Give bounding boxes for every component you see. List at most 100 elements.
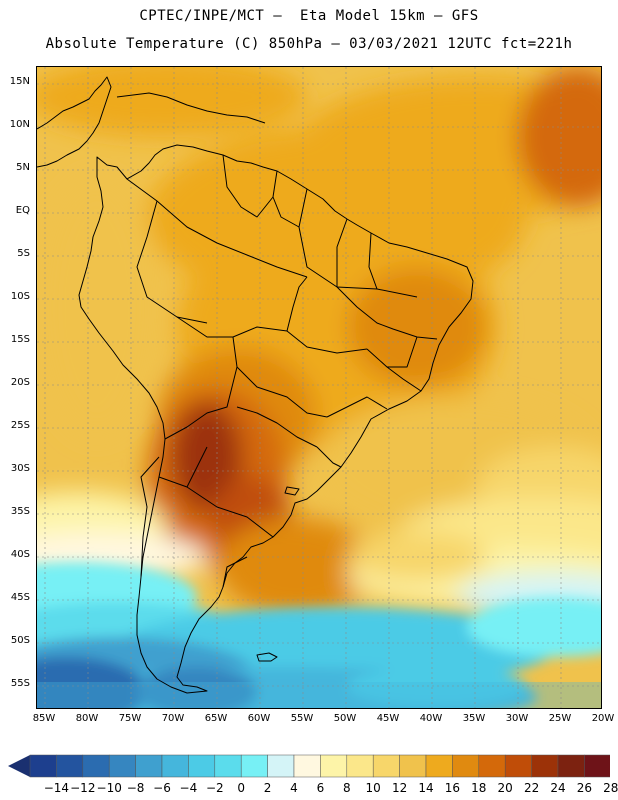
border-q xyxy=(368,232,378,290)
legend-swatch xyxy=(108,754,136,778)
border-e xyxy=(232,336,328,418)
legend-swatch xyxy=(531,754,559,778)
legend-level-label: 6 xyxy=(316,781,325,795)
central-america-coastline xyxy=(37,76,112,168)
legend-swatch xyxy=(399,754,427,778)
border-t xyxy=(140,456,160,578)
lagoon xyxy=(284,486,300,496)
lon-label: 80W xyxy=(75,713,99,724)
border-c xyxy=(298,188,418,298)
border-d xyxy=(176,316,368,354)
falkland-islands xyxy=(256,652,278,662)
lat-label: 30S xyxy=(10,463,30,474)
lat-label: 5S xyxy=(17,248,30,259)
chart-title-line1: CPTEC/INPE/MCT – Eta Model 15km – GFS xyxy=(139,8,479,24)
legend-level-label: 12 xyxy=(391,781,408,795)
legend-swatch xyxy=(135,754,163,778)
lon-label: 45W xyxy=(376,713,400,724)
legend-level-label: 14 xyxy=(418,781,434,795)
chart-title-line2: Absolute Temperature (C) 850hPa – 03/03/… xyxy=(45,36,573,52)
border-p xyxy=(336,218,348,287)
legend-swatch xyxy=(56,754,84,778)
legend-level-label: 16 xyxy=(444,781,461,795)
lon-label: 55W xyxy=(290,713,314,724)
lat-label: 10S xyxy=(10,291,30,302)
legend-level-label: 26 xyxy=(576,781,593,795)
lat-label: 25S xyxy=(10,420,30,431)
lon-label: 35W xyxy=(462,713,486,724)
temperature-map[interactable] xyxy=(36,66,602,709)
legend-underflow-arrow xyxy=(8,755,30,777)
legend-level-label: 18 xyxy=(471,781,487,795)
lon-label: 40W xyxy=(419,713,443,724)
map-canvas xyxy=(37,67,601,708)
border-o xyxy=(222,154,274,218)
border-h xyxy=(158,476,274,538)
caribbean-coast xyxy=(116,92,266,124)
legend-level-label: −10 xyxy=(96,781,122,795)
legend-level-label: −6 xyxy=(153,781,171,795)
lat-label: 35S xyxy=(10,506,30,517)
border-g xyxy=(236,406,318,448)
legend-swatch xyxy=(372,754,400,778)
border-j xyxy=(316,446,342,468)
temperature-field xyxy=(37,67,601,708)
lat-label: 45S xyxy=(10,592,30,603)
legend-level-label: −14 xyxy=(43,781,70,795)
legend-level-label: 22 xyxy=(523,781,540,795)
legend-swatch xyxy=(161,754,189,778)
lat-label: 50S xyxy=(10,635,30,646)
graticule xyxy=(37,67,601,708)
legend-swatch xyxy=(293,754,321,778)
lat-label: 55S xyxy=(10,678,30,689)
legend-level-label: −4 xyxy=(179,781,198,795)
legend-level-label: 2 xyxy=(263,781,272,795)
border-u xyxy=(387,336,418,368)
coastlines-and-borders xyxy=(37,76,474,694)
south-america-coastline xyxy=(78,144,474,694)
border-b xyxy=(136,200,208,324)
lon-label: 30W xyxy=(505,713,529,724)
legend-level-label: 28 xyxy=(603,781,618,795)
legend-swatch xyxy=(320,754,348,778)
legend-swatch xyxy=(452,754,480,778)
legend-swatch xyxy=(557,754,585,778)
lon-label: 60W xyxy=(247,713,271,724)
border-l xyxy=(366,348,422,392)
lat-label: 10N xyxy=(9,119,30,130)
lon-label: 65W xyxy=(204,713,228,724)
border-s xyxy=(222,556,248,588)
legend-level-label: −2 xyxy=(205,781,224,795)
lon-label: 85W xyxy=(32,713,56,724)
legend-level-label: 24 xyxy=(550,781,566,795)
border-f xyxy=(164,366,238,440)
lon-label: 70W xyxy=(161,713,185,724)
lon-label: 20W xyxy=(591,713,615,724)
legend-swatch xyxy=(478,754,506,778)
border-i xyxy=(186,446,208,488)
lon-label: 25W xyxy=(548,713,572,724)
legend-swatch xyxy=(425,754,453,778)
legend-level-label: 0 xyxy=(237,781,245,795)
color-legend-bar xyxy=(8,754,610,778)
lat-label: 15N xyxy=(9,76,30,87)
legend-level-label: 10 xyxy=(365,781,381,795)
lat-label: 15S xyxy=(10,334,30,345)
legend-level-label: −8 xyxy=(126,781,145,795)
border-r xyxy=(286,276,308,332)
legend-swatch xyxy=(188,754,216,778)
legend-swatch xyxy=(240,754,268,778)
legend-swatch xyxy=(504,754,532,778)
lat-label: 40S xyxy=(10,549,30,560)
border-m xyxy=(326,396,388,418)
legend-level-label: 20 xyxy=(497,781,513,795)
lon-label: 50W xyxy=(333,713,357,724)
border-n xyxy=(272,170,300,228)
legend-level-label: 4 xyxy=(290,781,298,795)
legend-level-label: −12 xyxy=(70,781,96,795)
lat-label: 5N xyxy=(16,162,30,173)
lat-label: 20S xyxy=(10,377,30,388)
legend-level-label: 8 xyxy=(342,781,351,795)
lat-label: EQ xyxy=(15,205,30,216)
border-k xyxy=(336,286,438,340)
